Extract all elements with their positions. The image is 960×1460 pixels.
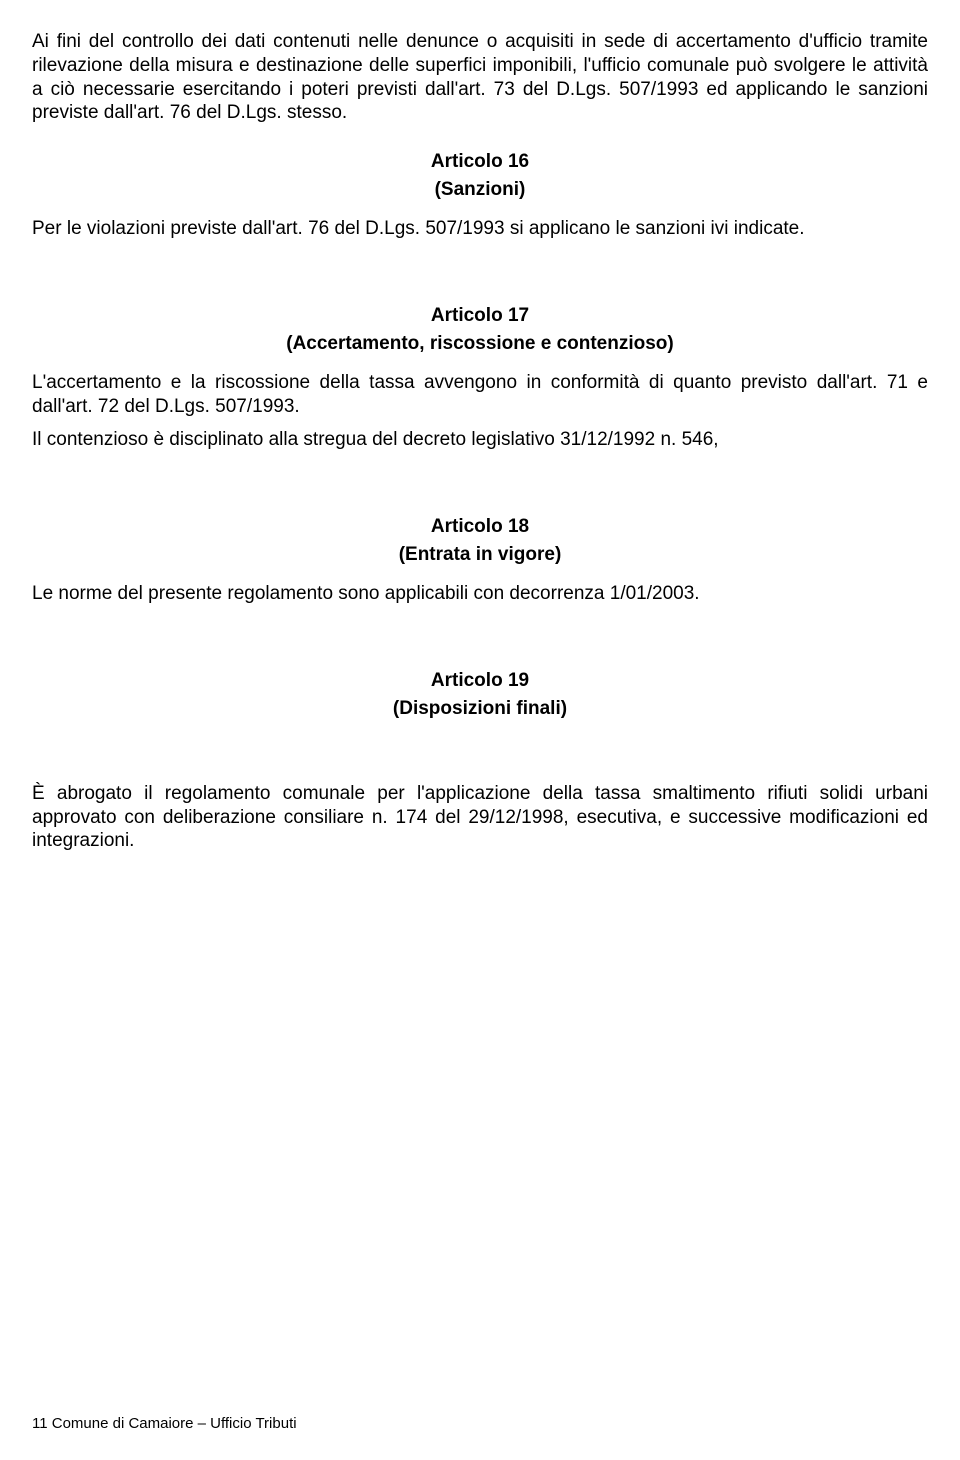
- article-16-paragraph: Per le violazioni previste dall'art. 76 …: [32, 217, 928, 241]
- article-16-subtitle: (Sanzioni): [32, 179, 928, 201]
- page-footer: 11 Comune di Camaiore – Ufficio Tributi: [32, 1415, 297, 1432]
- paragraph-intro: Ai fini del controllo dei dati contenuti…: [32, 30, 928, 125]
- article-18-title: Articolo 18: [32, 516, 928, 538]
- article-18-paragraph: Le norme del presente regolamento sono a…: [32, 582, 928, 606]
- article-19-paragraph: È abrogato il regolamento comunale per l…: [32, 782, 928, 853]
- spacer: [32, 736, 928, 782]
- document-page: Ai fini del controllo dei dati contenuti…: [0, 0, 960, 1460]
- spacer: [32, 616, 928, 644]
- article-19-title: Articolo 19: [32, 670, 928, 692]
- article-17-paragraph-1: L'accertamento e la riscossione della ta…: [32, 371, 928, 419]
- article-16-title: Articolo 16: [32, 151, 928, 173]
- article-19-subtitle: (Disposizioni finali): [32, 698, 928, 720]
- article-17-paragraph-2: Il contenzioso è disciplinato alla streg…: [32, 428, 928, 452]
- article-18-subtitle: (Entrata in vigore): [32, 544, 928, 566]
- article-17-subtitle: (Accertamento, riscossione e contenzioso…: [32, 333, 928, 355]
- spacer: [32, 462, 928, 490]
- article-17-title: Articolo 17: [32, 305, 928, 327]
- spacer: [32, 251, 928, 279]
